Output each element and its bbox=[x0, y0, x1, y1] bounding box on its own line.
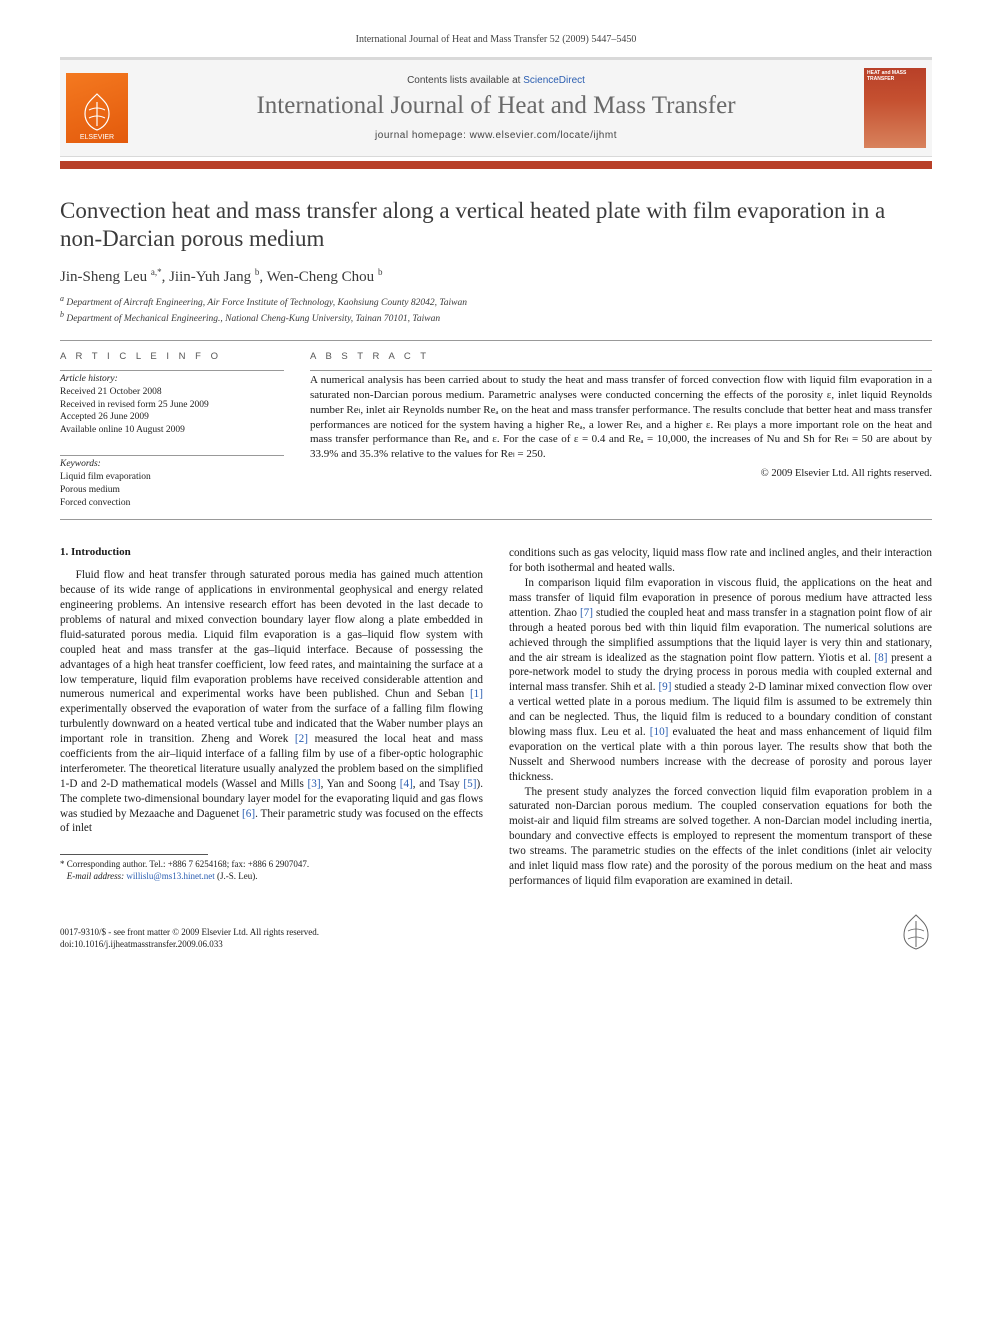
divider bbox=[60, 455, 284, 456]
left-column: 1. Introduction Fluid flow and heat tran… bbox=[60, 546, 483, 888]
history-line: Accepted 26 June 2009 bbox=[60, 411, 284, 424]
cover-thumb-title: HEAT and MASS TRANSFER bbox=[867, 71, 923, 82]
right-para-continuation: conditions such as gas velocity, liquid … bbox=[509, 546, 932, 576]
sciencedirect-link[interactable]: ScienceDirect bbox=[523, 75, 585, 86]
right-para-3: The present study analyzes the forced co… bbox=[509, 785, 932, 889]
bottom-meta: 0017-9310/$ - see front matter © 2009 El… bbox=[60, 907, 932, 951]
journal-title: International Journal of Heat and Mass T… bbox=[256, 92, 735, 120]
history-line: Available online 10 August 2009 bbox=[60, 424, 284, 437]
journal-header-bar: ELSEVIER Contents lists available at Sci… bbox=[60, 57, 932, 157]
keywords-title: Keywords: bbox=[60, 458, 284, 471]
journal-homepage: journal homepage: www.elsevier.com/locat… bbox=[375, 130, 617, 141]
keyword: Liquid film evaporation bbox=[60, 471, 284, 484]
keyword: Porous medium bbox=[60, 484, 284, 497]
ref-link-6[interactable]: [6] bbox=[242, 808, 255, 820]
ref-link-5[interactable]: [5] bbox=[463, 778, 476, 790]
ref-link-2[interactable]: [2] bbox=[295, 733, 308, 745]
elsevier-logo-text: ELSEVIER bbox=[80, 134, 114, 141]
contents-prefix: Contents lists available at bbox=[407, 75, 523, 86]
article-info-label: A R T I C L E I N F O bbox=[60, 351, 284, 362]
abstract-label: A B S T R A C T bbox=[310, 351, 932, 362]
ref-link-10[interactable]: [10] bbox=[650, 726, 669, 738]
ref-link-3[interactable]: [3] bbox=[308, 778, 321, 790]
journal-cover-thumb: HEAT and MASS TRANSFER bbox=[864, 68, 926, 148]
right-column: conditions such as gas velocity, liquid … bbox=[509, 546, 932, 888]
history-line: Received 21 October 2008 bbox=[60, 386, 284, 399]
divider bbox=[310, 370, 932, 371]
divider bbox=[60, 370, 284, 371]
article-title: Convection heat and mass transfer along … bbox=[60, 197, 932, 253]
color-rule bbox=[60, 161, 932, 169]
article-info-column: A R T I C L E I N F O Article history: R… bbox=[60, 351, 284, 509]
affiliations: a Department of Aircraft Engineering, Ai… bbox=[60, 294, 932, 326]
footnote: * Corresponding author. Tel.: +886 7 625… bbox=[60, 859, 483, 882]
history-line: Received in revised form 25 June 2009 bbox=[60, 399, 284, 412]
section-heading-1: 1. Introduction bbox=[60, 546, 483, 558]
ref-link-8[interactable]: [8] bbox=[874, 652, 887, 664]
divider bbox=[60, 340, 932, 341]
keyword: Forced convection bbox=[60, 497, 284, 510]
footnote-rule bbox=[60, 854, 208, 855]
body-text-left: Fluid flow and heat transfer through sat… bbox=[60, 568, 483, 836]
elsevier-logo: ELSEVIER bbox=[66, 73, 128, 143]
email-line: E-mail address: willislu@ms13.hinet.net … bbox=[60, 871, 483, 883]
doi-line: doi:10.1016/j.ijheatmasstransfer.2009.06… bbox=[60, 939, 319, 951]
sciencedirect-line: Contents lists available at ScienceDirec… bbox=[407, 75, 585, 86]
article-history: Article history: Received 21 October 200… bbox=[60, 373, 284, 437]
abstract-column: A B S T R A C T A numerical analysis has… bbox=[310, 351, 932, 509]
bottom-meta-left: 0017-9310/$ - see front matter © 2009 El… bbox=[60, 927, 319, 950]
divider bbox=[60, 519, 932, 520]
ref-link-1[interactable]: [1] bbox=[470, 688, 483, 700]
email-suffix: (J.-S. Leu). bbox=[217, 871, 258, 881]
history-title: Article history: bbox=[60, 373, 284, 386]
issn-line: 0017-9310/$ - see front matter © 2009 El… bbox=[60, 927, 319, 939]
ref-link-9[interactable]: [9] bbox=[658, 681, 671, 693]
email-label: E-mail address: bbox=[67, 871, 124, 881]
center-header: Contents lists available at ScienceDirec… bbox=[128, 75, 864, 141]
ref-link-4[interactable]: [4] bbox=[400, 778, 413, 790]
ref-link-7[interactable]: [7] bbox=[580, 607, 593, 619]
keywords-block: Keywords: Liquid film evaporation Porous… bbox=[60, 455, 284, 509]
body-text-right: conditions such as gas velocity, liquid … bbox=[509, 546, 932, 888]
corresponding-author: * Corresponding author. Tel.: +886 7 625… bbox=[60, 859, 483, 871]
abstract-copyright: © 2009 Elsevier Ltd. All rights reserved… bbox=[310, 468, 932, 479]
affiliation-b: b Department of Mechanical Engineering.,… bbox=[60, 310, 932, 326]
right-para-2: In comparison liquid film evaporation in… bbox=[509, 576, 932, 784]
abstract-text: A numerical analysis has been carried ab… bbox=[310, 373, 932, 462]
header-citation: International Journal of Heat and Mass T… bbox=[60, 34, 932, 45]
affiliation-a: a Department of Aircraft Engineering, Ai… bbox=[60, 294, 932, 310]
email-link[interactable]: willislu@ms13.hinet.net bbox=[126, 871, 214, 881]
info-abstract-row: A R T I C L E I N F O Article history: R… bbox=[60, 351, 932, 509]
main-columns: 1. Introduction Fluid flow and heat tran… bbox=[60, 546, 932, 888]
elsevier-tree-icon bbox=[900, 913, 932, 951]
authors: Jin-Sheng Leu a,*, Jiin-Yuh Jang b, Wen-… bbox=[60, 267, 932, 286]
